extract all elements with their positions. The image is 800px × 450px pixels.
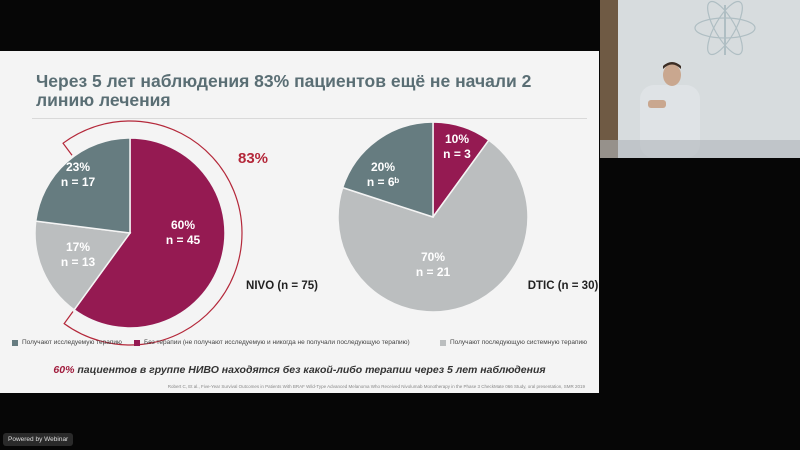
nivo-highlight-arc: [62, 120, 243, 346]
pie-slice: [34, 137, 131, 234]
slice-count-label: n = 6ᵇ: [367, 175, 400, 189]
slice-percent-label: 60%: [171, 218, 195, 232]
legend-swatch: [440, 339, 446, 346]
legend-label: Получают последующую системную терапию: [450, 339, 588, 346]
title-divider: [32, 118, 587, 119]
dtic-pie: 10%n = 3 70%n = 21 20%n = 6ᵇ: [337, 121, 529, 313]
slice-count-label: n = 21: [416, 265, 451, 279]
legend-swatch: [12, 339, 18, 346]
slice-percent-label: 17%: [66, 240, 90, 254]
legend-swatch: [134, 339, 140, 346]
medical-emblem-icon: [694, 0, 756, 56]
presenter-icon: [640, 62, 700, 158]
pie-slice: [337, 139, 529, 313]
slice-percent-label: 70%: [421, 250, 445, 264]
slice-count-label: n = 17: [61, 175, 96, 189]
nivo-group-label: NIVO (n = 75): [246, 280, 318, 292]
pie-slice: [34, 220, 132, 311]
nivo-pie: 60%n = 45 17%n = 13 23%n = 17: [34, 137, 226, 329]
legend-label: Получают исследуемую терапию: [22, 339, 122, 346]
slice-count-label: n = 45: [166, 233, 201, 247]
highlight-83-label: 83%: [238, 150, 268, 167]
presenter-video-scene: [600, 0, 800, 158]
legend-item-study-therapy: Получают исследуемую терапию: [12, 339, 122, 346]
slice-count-label: n = 3: [443, 147, 471, 161]
legend-label: Без терапии (не получают исследуемую и н…: [144, 339, 410, 346]
presenter-video: [600, 0, 800, 158]
slide-footnote: 60% пациентов в группе НИВО находятся бе…: [0, 364, 599, 376]
slice-percent-label: 20%: [371, 160, 395, 174]
slide-title: Через 5 лет наблюдения 83% пациентов ещё…: [36, 71, 532, 110]
webinar-badge[interactable]: Powered by Webinar: [3, 433, 74, 446]
footnote-highlight: 60%: [53, 364, 75, 376]
dtic-group-label: DTIC (n = 30): [528, 280, 599, 292]
pie-charts: 83% 60%n = 45 17%n = 13 23%n = 17 10%n = 3…: [34, 120, 599, 346]
legend-item-no-therapy: Без терапии (не получают исследуемую и н…: [134, 339, 410, 346]
slice-count-label: n = 13: [61, 255, 96, 269]
legend-item-subsequent-therapy: Получают последующую системную терапию: [440, 339, 587, 346]
footnote-text: пациентов в группе НИВО находятся без ка…: [74, 364, 546, 376]
presentation-slide: Через 5 лет наблюдения 83% пациентов ещё…: [0, 51, 599, 393]
slice-percent-label: 10%: [445, 132, 469, 146]
pie-slice: [341, 121, 434, 219]
slice-percent-label: 23%: [66, 160, 90, 174]
reference-citation: Robert C, Et al., Five-Year Survival Out…: [167, 384, 585, 389]
pie-slice: [73, 137, 226, 329]
